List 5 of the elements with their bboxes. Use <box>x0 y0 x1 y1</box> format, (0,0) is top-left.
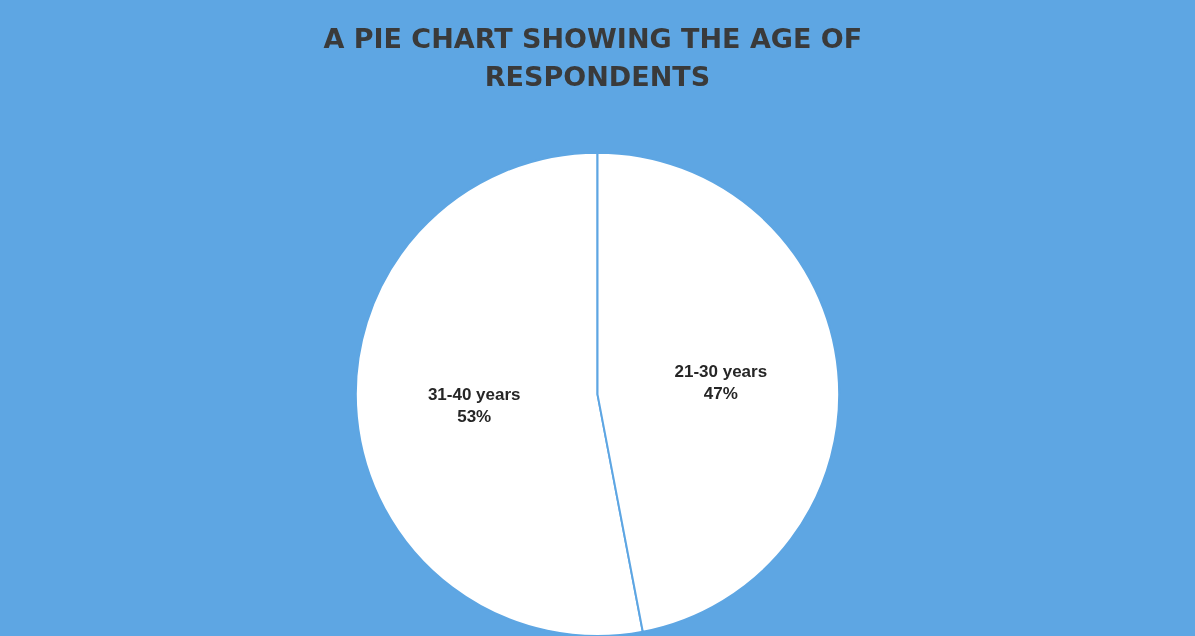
data-label: 53% <box>457 407 492 427</box>
data-label: 47% <box>703 384 738 404</box>
chart-title: A PIE CHART SHOWING THE AGE OF RESPONDENTS <box>323 22 872 92</box>
slice-label: 21-30 years <box>674 362 768 382</box>
slice-label: 31-40 years <box>427 385 521 405</box>
